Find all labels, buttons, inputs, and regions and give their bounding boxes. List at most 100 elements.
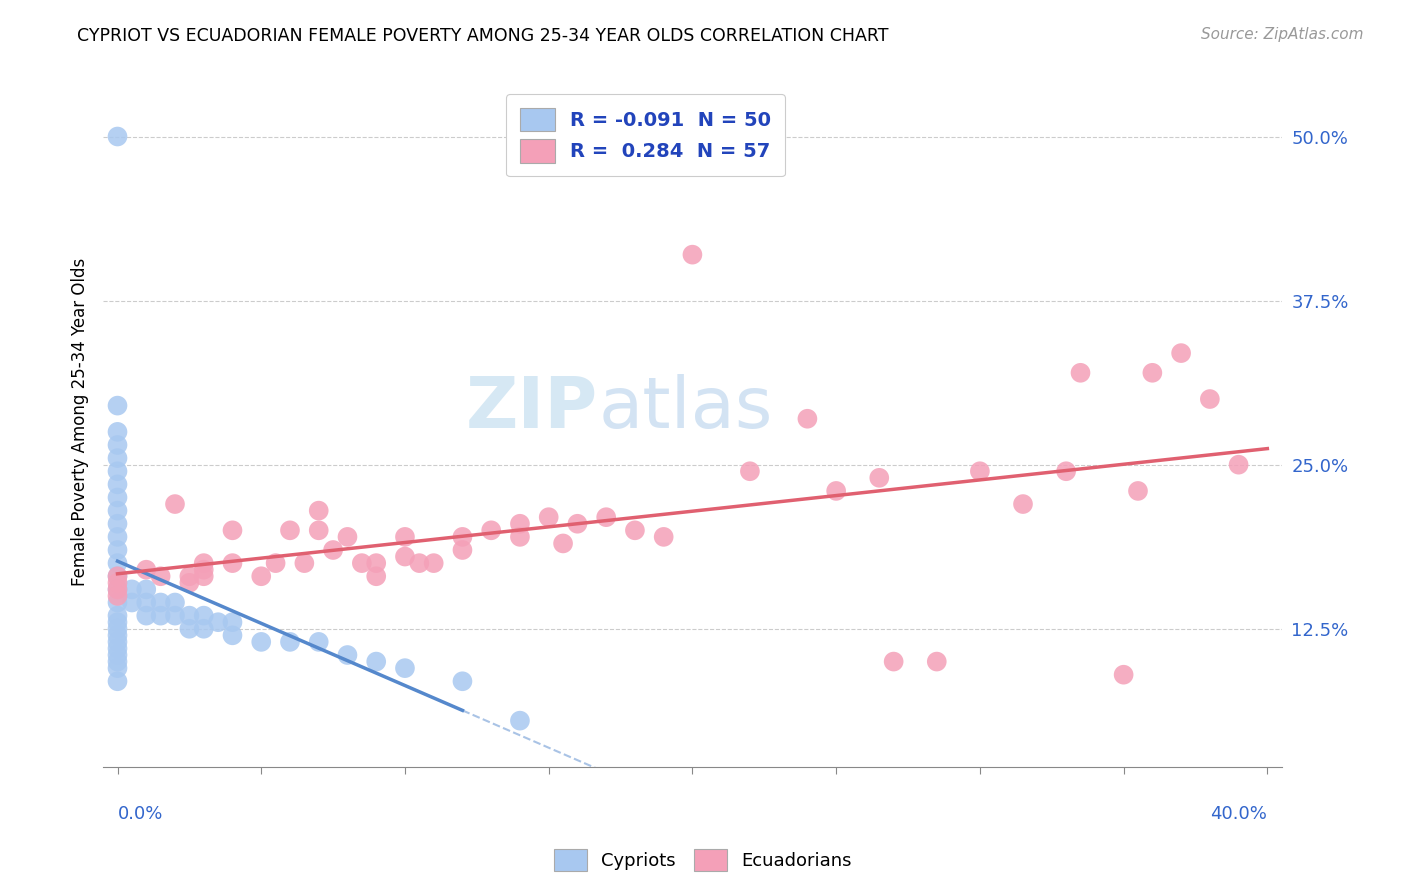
Point [107,477,129,491]
Point [107,464,129,478]
Point [107,575,129,590]
Point [107,608,129,623]
Point [868,471,890,485]
Point [107,399,129,413]
Point [107,589,129,603]
Point [135,563,157,577]
Point [925,655,948,669]
Point [595,510,617,524]
Point [107,569,129,583]
Point [796,411,818,425]
Text: Source: ZipAtlas.com: Source: ZipAtlas.com [1201,27,1364,42]
Point [336,648,359,662]
Point [163,608,186,623]
Text: 0.0%: 0.0% [118,805,163,823]
Point [193,563,215,577]
Point [1112,667,1135,681]
Point [107,641,129,656]
Point [107,582,129,597]
Point [308,524,330,538]
Point [336,530,359,544]
Point [107,569,129,583]
Point [193,569,215,583]
Point [451,530,474,544]
Point [394,530,416,544]
Point [107,582,129,597]
Point [107,438,129,452]
Point [408,556,430,570]
Point [107,129,129,144]
Point [135,608,157,623]
Point [107,503,129,517]
Point [107,556,129,570]
Point [308,503,330,517]
Point [107,635,129,649]
Text: ZIP: ZIP [465,374,598,442]
Point [1227,458,1250,472]
Point [1012,497,1035,511]
Point [1198,392,1220,406]
Point [107,615,129,630]
Point [107,655,129,669]
Point [107,622,129,636]
Point [193,622,215,636]
Point [221,524,243,538]
Point [107,628,129,642]
Point [221,615,243,630]
Point [278,524,301,538]
Point [366,556,388,570]
Point [193,608,215,623]
Point [366,569,388,583]
Point [107,516,129,531]
Point [883,655,905,669]
Point [107,674,129,689]
Point [681,247,703,261]
Point [250,569,273,583]
Point [350,556,373,570]
Point [278,635,301,649]
Point [107,648,129,662]
Point [179,569,201,583]
Point [207,615,229,630]
Point [179,575,201,590]
Point [451,674,474,689]
Point [179,622,201,636]
Point [509,714,531,728]
Point [250,635,273,649]
Point [121,582,143,597]
Point [969,464,991,478]
Point [509,516,531,531]
Text: 40.0%: 40.0% [1211,805,1267,823]
Point [149,608,172,623]
Legend: R = -0.091  N = 50, R =  0.284  N = 57: R = -0.091 N = 50, R = 0.284 N = 57 [506,94,785,177]
Point [149,569,172,583]
Point [193,556,215,570]
Point [551,536,574,550]
Point [537,510,560,524]
Point [825,483,848,498]
Point [509,530,531,544]
Point [1069,366,1091,380]
Point [264,556,287,570]
Point [738,464,761,478]
Y-axis label: Female Poverty Among 25-34 Year Olds: Female Poverty Among 25-34 Year Olds [72,258,89,586]
Point [322,543,344,558]
Point [221,556,243,570]
Point [221,628,243,642]
Point [163,595,186,609]
Point [652,530,675,544]
Point [135,595,157,609]
Point [1126,483,1149,498]
Point [479,524,502,538]
Point [135,582,157,597]
Text: CYPRIOT VS ECUADORIAN FEMALE POVERTY AMONG 25-34 YEAR OLDS CORRELATION CHART: CYPRIOT VS ECUADORIAN FEMALE POVERTY AMO… [77,27,889,45]
Point [107,425,129,439]
Point [107,661,129,675]
Point [451,543,474,558]
Point [366,655,388,669]
Point [567,516,589,531]
Point [1170,346,1192,360]
Point [163,497,186,511]
Point [308,635,330,649]
Point [121,595,143,609]
